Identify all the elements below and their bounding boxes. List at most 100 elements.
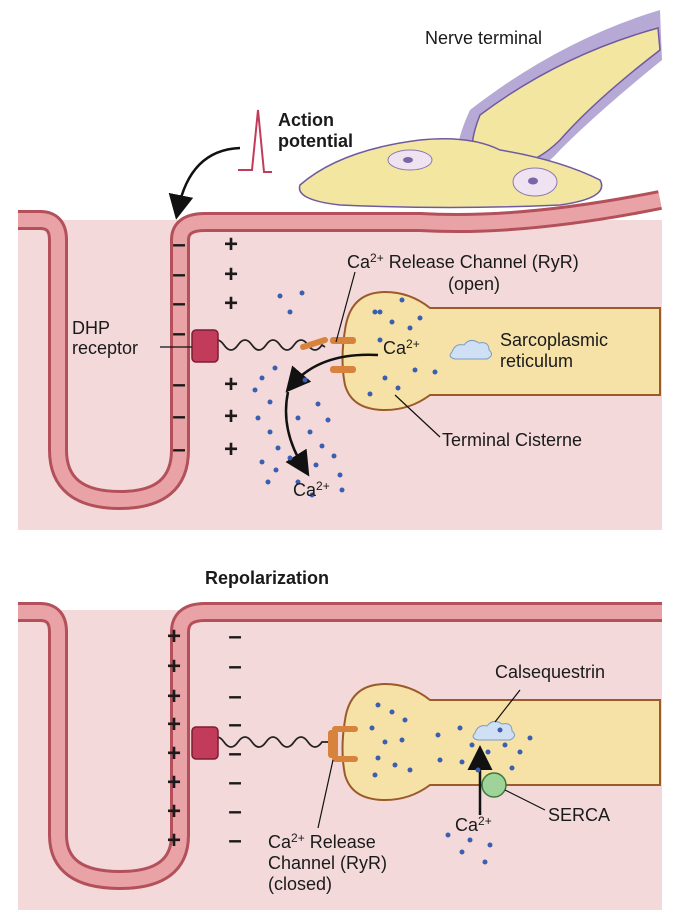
calcium-ion: [407, 767, 413, 773]
calcium-ion: [295, 479, 301, 485]
minus-sign: –: [172, 371, 186, 398]
calcium-ion: [417, 315, 423, 321]
calcium-ion: [382, 375, 388, 381]
calcium-ion: [337, 472, 343, 478]
calcium-ion: [445, 832, 451, 838]
action-potential-arrow: [168, 146, 241, 220]
calcium-ion: [319, 443, 325, 449]
calcium-ion: [309, 492, 315, 498]
minus-sign: –: [228, 653, 242, 680]
plus-sign: +: [166, 769, 181, 796]
dhp-linker-bottom: [209, 736, 328, 748]
calcium-ion: [402, 717, 408, 723]
minus-sign: –: [228, 711, 242, 738]
terminal-cisterne-top: [341, 290, 661, 412]
minus-sign: –: [228, 827, 242, 854]
minus-sign: –: [228, 740, 242, 767]
calcium-ions-top: [252, 290, 438, 498]
ca-label-sr: Ca2+: [383, 337, 420, 358]
calcium-ion: [432, 369, 438, 375]
plus-sign: +: [223, 290, 238, 317]
calcium-ion: [287, 455, 293, 461]
sr-label-2: reticulum: [500, 351, 574, 371]
calcium-ion: [459, 759, 465, 765]
ryr-open-label: Ca2+ Release Channel (RyR): [347, 251, 579, 272]
calcium-ion: [315, 401, 321, 407]
calcium-ion: [517, 749, 523, 755]
calcium-ion: [325, 417, 331, 423]
sr-cloud-top: [449, 339, 493, 360]
ryr-closed-label-1: Ca2+ Release: [268, 831, 376, 852]
minus-sign: –: [172, 231, 186, 258]
calcium-ion: [273, 467, 279, 473]
ryr-channel-closed: [328, 726, 358, 762]
plus-sign: +: [166, 798, 181, 825]
calcium-ion: [369, 725, 375, 731]
action-potential-trace: [238, 109, 272, 173]
calcium-ion: [382, 739, 388, 745]
calcium-ion: [259, 459, 265, 465]
dhp-label-1: DHP: [72, 318, 111, 338]
calcium-ion: [372, 772, 378, 778]
plus-sign: +: [223, 436, 238, 463]
calcium-ion: [267, 429, 273, 435]
minus-sign: –: [228, 798, 242, 825]
calcium-ion: [475, 767, 481, 773]
calcium-ion: [339, 487, 345, 493]
calcium-ion: [375, 755, 381, 761]
calcium-ion: [255, 415, 261, 421]
calcium-ion: [502, 742, 508, 748]
plus-sign: +: [166, 683, 181, 710]
ca-label-serca: Ca2+: [455, 814, 492, 835]
nerve-terminal-label: Nerve terminal: [425, 28, 543, 48]
terminal-cisterne-bottom: [341, 682, 661, 802]
calcium-ion: [307, 429, 313, 435]
minus-sign: –: [228, 623, 242, 650]
ryr-closed-label-3: (closed): [268, 874, 333, 894]
minus-sign: –: [172, 403, 186, 430]
calcium-ion: [377, 337, 383, 343]
calcium-ion: [299, 290, 305, 296]
plus-sign: +: [166, 653, 181, 680]
nerve-terminal: [298, 10, 662, 209]
serca-pump: [481, 772, 507, 798]
calcium-ion: [527, 735, 533, 741]
minus-sign: –: [172, 290, 186, 317]
ca-diffusion-arrow: [284, 391, 310, 477]
calcium-ion: [392, 762, 398, 768]
sr-label-1: Sarcoplasmic: [500, 330, 609, 350]
plus-sign: +: [166, 623, 181, 650]
calcium-ion: [395, 385, 401, 391]
calcium-ion: [372, 309, 378, 315]
calcium-ion: [272, 365, 278, 371]
calcium-ion: [252, 387, 258, 393]
calcium-ion: [375, 702, 381, 708]
repolarization-title: Repolarization: [205, 568, 330, 588]
calcium-ion: [399, 297, 405, 303]
calcium-ion: [459, 849, 465, 855]
plus-sign: +: [223, 403, 238, 430]
calcium-ion: [482, 859, 488, 865]
calcium-ion: [331, 453, 337, 459]
bottom-panel: [18, 602, 662, 910]
calcium-ion: [469, 742, 475, 748]
serca-label: SERCA: [548, 805, 611, 825]
calcium-ion: [287, 309, 293, 315]
dhp-linker-top: [209, 339, 326, 351]
plus-sign: +: [223, 371, 238, 398]
calsequestrin-cloud: [472, 720, 516, 741]
calcium-ion: [485, 749, 491, 755]
plus-sign: +: [166, 740, 181, 767]
calcium-ion: [487, 842, 493, 848]
calcium-ion: [295, 415, 301, 421]
calcium-ion: [377, 309, 383, 315]
top-panel: [18, 10, 662, 530]
calcium-ion: [457, 725, 463, 731]
plus-sign: +: [223, 261, 238, 288]
calcium-ion: [259, 375, 265, 381]
calcium-ion: [275, 445, 281, 451]
ryr-closed-label-2: Channel (RyR): [268, 853, 388, 873]
action-potential-label-1: Action: [278, 110, 334, 130]
plus-sign: +: [166, 711, 181, 738]
